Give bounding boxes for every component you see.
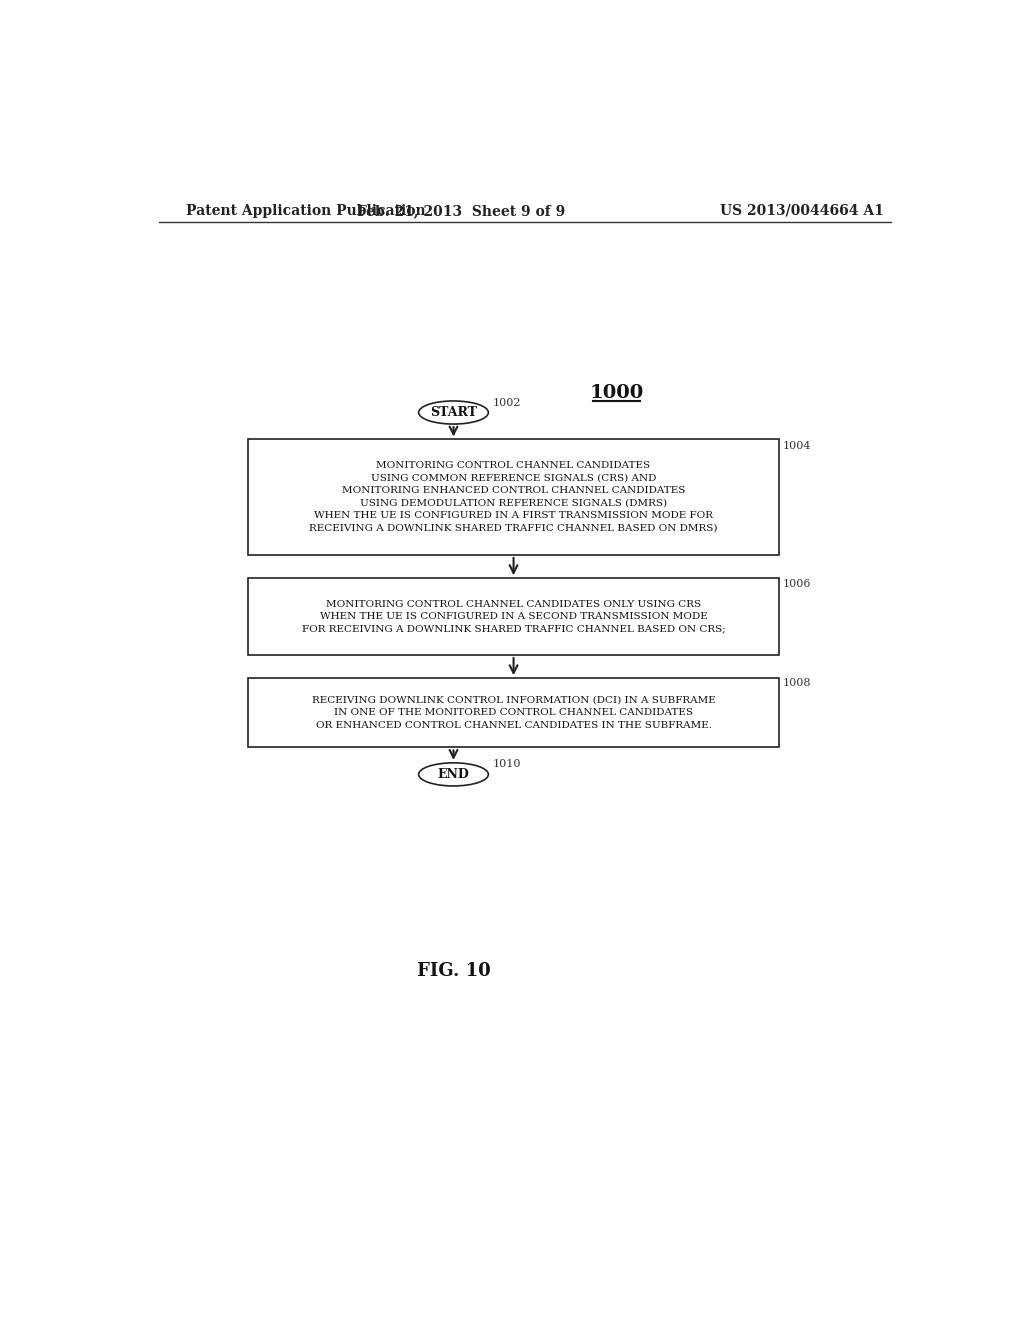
Text: END: END bbox=[437, 768, 469, 781]
Text: RECEIVING DOWNLINK CONTROL INFORMATION (DCI) IN A SUBFRAME
IN ONE OF THE MONITOR: RECEIVING DOWNLINK CONTROL INFORMATION (… bbox=[311, 696, 716, 730]
Text: 1000: 1000 bbox=[589, 384, 643, 403]
Ellipse shape bbox=[419, 763, 488, 785]
Text: MONITORING CONTROL CHANNEL CANDIDATES
USING COMMON REFERENCE SIGNALS (CRS) AND
M: MONITORING CONTROL CHANNEL CANDIDATES US… bbox=[309, 462, 718, 533]
Text: 1010: 1010 bbox=[493, 759, 521, 770]
Text: MONITORING CONTROL CHANNEL CANDIDATES ONLY USING CRS
WHEN THE UE IS CONFIGURED I: MONITORING CONTROL CHANNEL CANDIDATES ON… bbox=[302, 599, 725, 634]
Text: 1006: 1006 bbox=[783, 579, 811, 589]
Ellipse shape bbox=[419, 401, 488, 424]
FancyBboxPatch shape bbox=[248, 440, 779, 554]
FancyBboxPatch shape bbox=[248, 678, 779, 747]
Text: Feb. 21, 2013  Sheet 9 of 9: Feb. 21, 2013 Sheet 9 of 9 bbox=[357, 203, 565, 218]
Text: US 2013/0044664 A1: US 2013/0044664 A1 bbox=[720, 203, 884, 218]
Text: START: START bbox=[430, 407, 477, 418]
Text: 1008: 1008 bbox=[783, 677, 811, 688]
Text: 1002: 1002 bbox=[493, 399, 521, 408]
Text: Patent Application Publication: Patent Application Publication bbox=[186, 203, 426, 218]
FancyBboxPatch shape bbox=[248, 578, 779, 655]
Text: FIG. 10: FIG. 10 bbox=[417, 962, 490, 979]
Text: 1004: 1004 bbox=[783, 441, 811, 450]
